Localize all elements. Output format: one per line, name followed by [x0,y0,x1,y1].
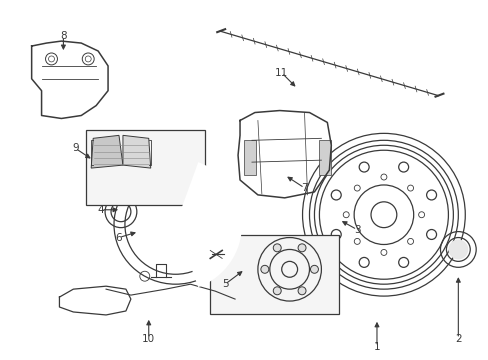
Circle shape [273,287,281,295]
Circle shape [298,287,305,295]
Text: 6: 6 [116,233,122,243]
Circle shape [447,239,468,260]
Text: 2: 2 [454,334,461,344]
Text: 11: 11 [275,68,288,78]
Polygon shape [122,135,150,168]
Circle shape [260,265,268,273]
Text: 4: 4 [98,205,104,215]
Circle shape [273,244,281,252]
Text: 9: 9 [72,143,79,153]
Bar [319,140,331,175]
Bar [244,140,255,175]
Wedge shape [175,162,242,287]
Bar [210,235,339,314]
Polygon shape [91,135,122,168]
Circle shape [298,244,305,252]
Text: 8: 8 [60,31,66,41]
Text: 3: 3 [353,225,360,235]
Circle shape [310,265,318,273]
Text: 1: 1 [373,342,380,352]
Text: 7: 7 [301,183,307,193]
Bar [86,130,205,205]
Text: 10: 10 [142,334,155,344]
Text: 5: 5 [222,279,228,289]
